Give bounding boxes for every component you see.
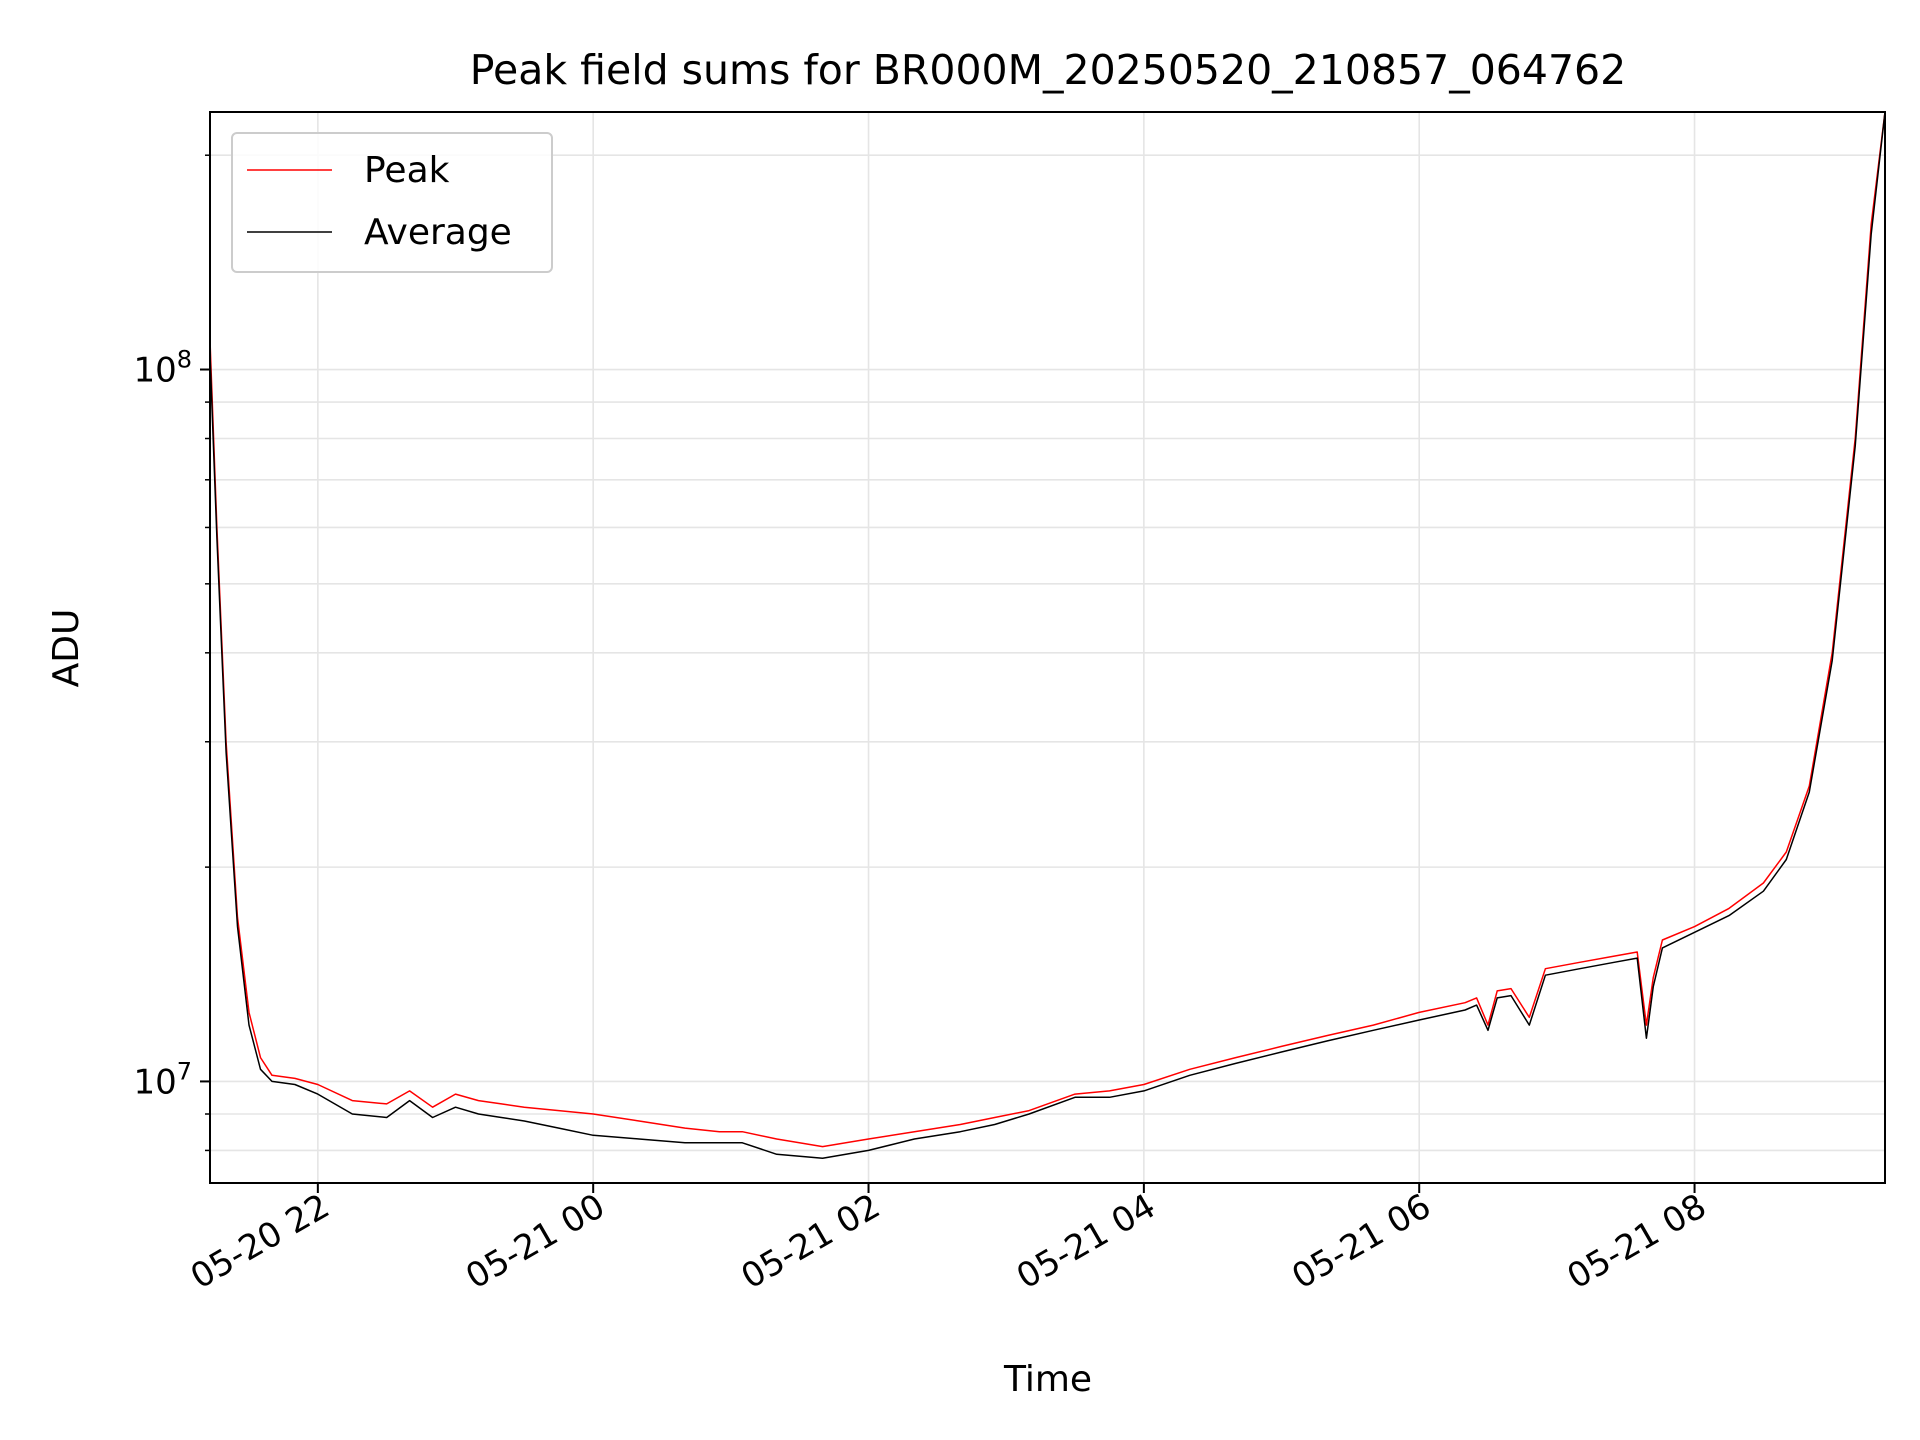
legend-box: [231, 132, 553, 273]
y-tick-label: 107: [133, 1057, 192, 1102]
series-average-line: [210, 112, 1885, 1160]
series-peak-line: [210, 112, 1885, 1148]
plot-frame: [209, 111, 1886, 1184]
legend-label-peak: Peak: [364, 150, 450, 191]
legend-label-average: Average: [364, 212, 512, 253]
x-axis-label: Time: [1003, 1359, 1092, 1400]
chart-title: Peak field sums for BR000M_20250520_2108…: [470, 46, 1626, 94]
y-tick-label: 108: [133, 346, 192, 391]
series-layer: [210, 112, 1885, 1160]
legend: Peak Average: [231, 132, 553, 273]
y-axis-label: ADU: [46, 609, 87, 688]
y-axis: 107 108: [133, 154, 210, 1152]
grid: [210, 112, 1885, 1183]
